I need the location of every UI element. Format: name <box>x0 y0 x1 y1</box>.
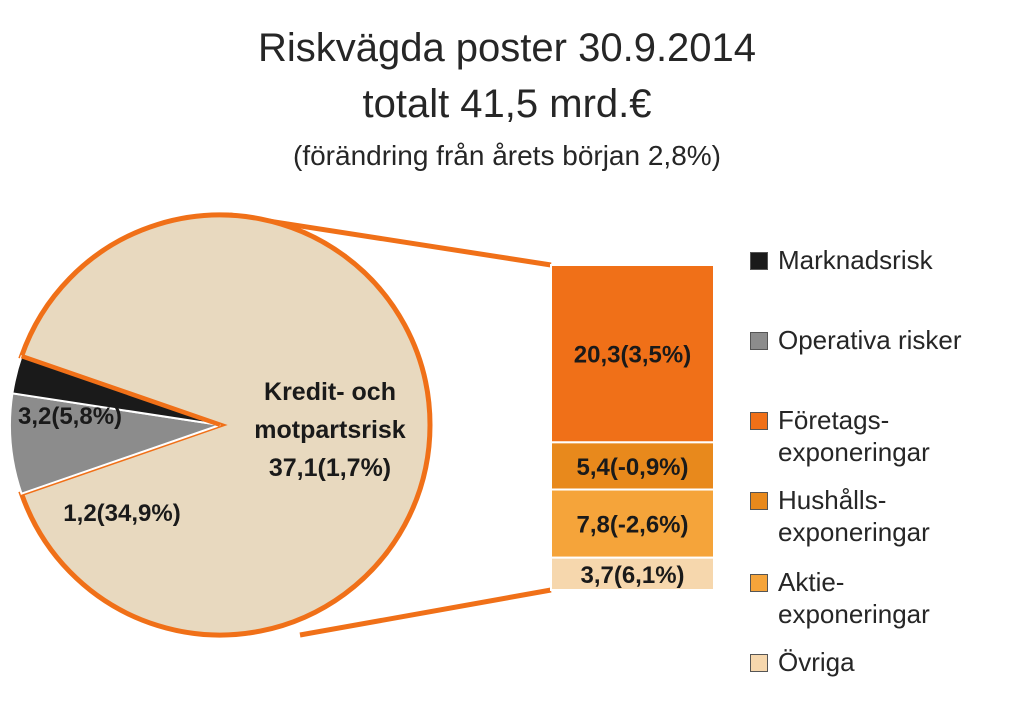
pie-label-operativa: 3,2(5,8%) <box>18 403 122 430</box>
legend-label: Operativa risker <box>778 325 962 355</box>
pie-label-marknadsrisk: 1,2(34,9%) <box>63 500 180 527</box>
legend-swatch <box>750 654 768 672</box>
legend-swatch <box>750 252 768 270</box>
chart-title: Riskvägda poster 30.9.2014 <box>257 26 757 70</box>
legend-label: Övriga <box>778 647 855 677</box>
bar-label-4: 3,7(6,1%) <box>580 562 684 589</box>
bar-segment-3 <box>550 488 715 559</box>
pie-label-kredit-value: 37,1(1,7%) <box>269 454 391 482</box>
chart-subtitle: (förändring från årets början 2,8%) <box>293 140 721 171</box>
bar-segment-1 <box>550 264 715 444</box>
connector-bottom <box>299 587 552 638</box>
chart-total: totalt 41,5 mrd.€ <box>362 82 652 126</box>
legend-swatch <box>750 492 768 510</box>
pie-slice-kredit <box>18 212 433 638</box>
legend-label: Marknadsrisk <box>778 245 933 275</box>
bar-label-2: 5,4(-0,9%) <box>576 454 688 481</box>
pie-label-kredit-line1: Kredit- och <box>264 378 396 406</box>
legend-swatch <box>750 574 768 592</box>
legend-label: Aktie- exponeringar <box>778 567 930 629</box>
bar-label-1: 20,3(3,5%) <box>574 342 691 369</box>
legend-label: Företags- exponeringar <box>778 405 930 467</box>
legend-swatch <box>750 332 768 350</box>
pie-slice-operativa <box>9 392 221 495</box>
bar-segment-2 <box>550 441 715 491</box>
legend-label: Hushålls- exponeringar <box>778 485 930 547</box>
pie-edge <box>20 354 221 427</box>
legend-swatch <box>750 412 768 430</box>
bar-label-3: 7,8(-2,6%) <box>576 512 688 539</box>
pie-label-kredit-line2: motpartsrisk <box>254 416 406 444</box>
bar-segment-4 <box>550 556 715 592</box>
